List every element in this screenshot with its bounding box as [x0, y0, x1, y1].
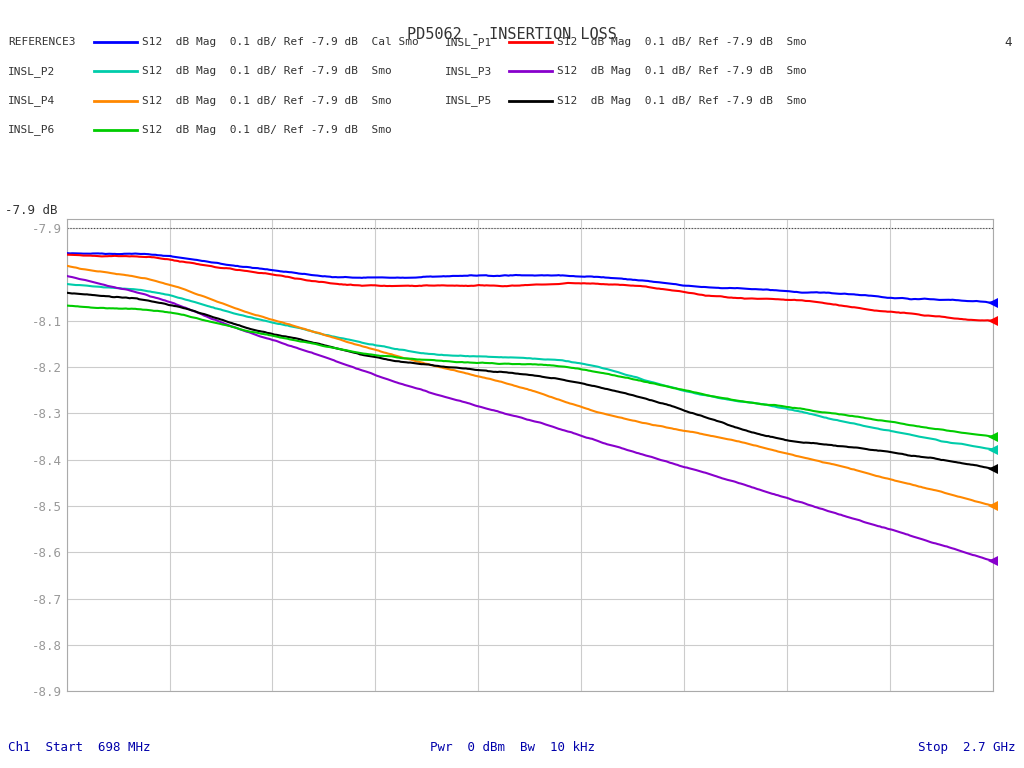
Text: REFERENCE3: REFERENCE3 — [8, 37, 76, 48]
Text: S12  dB Mag  0.1 dB/ Ref -7.9 dB  Smo: S12 dB Mag 0.1 dB/ Ref -7.9 dB Smo — [142, 124, 392, 135]
Text: Stop  2.7 GHz: Stop 2.7 GHz — [919, 741, 1016, 754]
Text: Pwr  0 dBm  Bw  10 kHz: Pwr 0 dBm Bw 10 kHz — [429, 741, 595, 754]
Text: INSL_P2: INSL_P2 — [8, 66, 55, 77]
Text: 4: 4 — [1005, 36, 1012, 48]
Text: S12  dB Mag  0.1 dB/ Ref -7.9 dB  Smo: S12 dB Mag 0.1 dB/ Ref -7.9 dB Smo — [142, 66, 392, 77]
Text: INSL_P6: INSL_P6 — [8, 124, 55, 135]
Text: S12  dB Mag  0.1 dB/ Ref -7.9 dB  Smo: S12 dB Mag 0.1 dB/ Ref -7.9 dB Smo — [142, 95, 392, 106]
Text: S12  dB Mag  0.1 dB/ Ref -7.9 dB  Smo: S12 dB Mag 0.1 dB/ Ref -7.9 dB Smo — [557, 95, 807, 106]
Text: Ch1  Start  698 MHz: Ch1 Start 698 MHz — [8, 741, 151, 754]
Text: S12  dB Mag  0.1 dB/ Ref -7.9 dB  Smo: S12 dB Mag 0.1 dB/ Ref -7.9 dB Smo — [557, 66, 807, 77]
Text: -7.9 dB: -7.9 dB — [5, 204, 57, 217]
Text: INSL_P1: INSL_P1 — [445, 37, 493, 48]
Text: INSL_P3: INSL_P3 — [445, 66, 493, 77]
Text: INSL_P5: INSL_P5 — [445, 95, 493, 106]
Text: S12  dB Mag  0.1 dB/ Ref -7.9 dB  Smo: S12 dB Mag 0.1 dB/ Ref -7.9 dB Smo — [557, 37, 807, 48]
Text: PD5062 - INSERTION LOSS: PD5062 - INSERTION LOSS — [408, 27, 616, 42]
Text: S12  dB Mag  0.1 dB/ Ref -7.9 dB  Cal Smo: S12 dB Mag 0.1 dB/ Ref -7.9 dB Cal Smo — [142, 37, 419, 48]
Text: INSL_P4: INSL_P4 — [8, 95, 55, 106]
